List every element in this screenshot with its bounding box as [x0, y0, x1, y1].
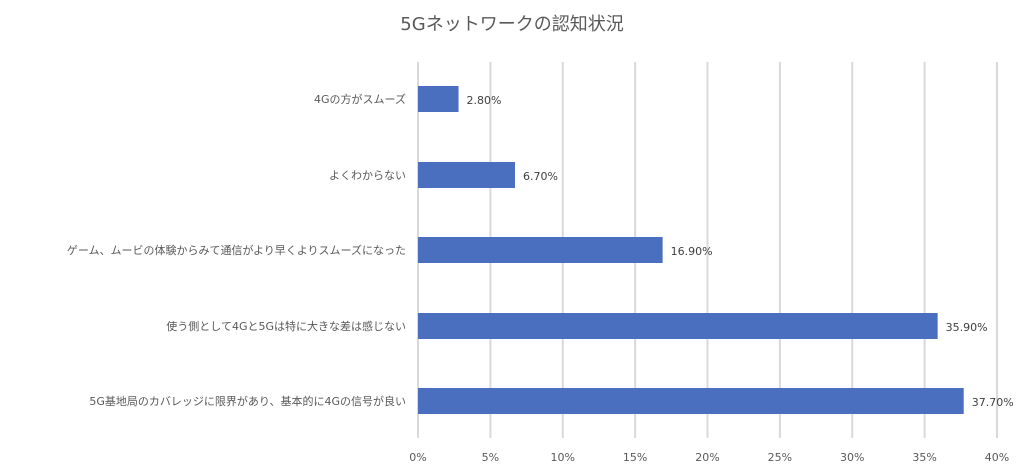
- bar: [418, 313, 938, 339]
- x-tick-label: 10%: [551, 451, 575, 464]
- category-label: 5G基地局のカバレッジに限界があり、基本的に4Gの信号が良い: [89, 394, 406, 408]
- category-label: よくわからない: [329, 169, 406, 182]
- x-tick-label: 20%: [695, 451, 719, 464]
- x-tick-label: 5%: [482, 451, 499, 464]
- bar: [418, 388, 964, 414]
- bar: [418, 162, 515, 188]
- bar: [418, 86, 459, 112]
- data-label: 37.70%: [972, 396, 1014, 409]
- x-tick-label: 30%: [840, 451, 864, 464]
- x-tick-label: 15%: [623, 451, 647, 464]
- data-label: 6.70%: [523, 170, 558, 183]
- category-label: 4Gの方がスムーズ: [314, 92, 406, 106]
- category-label: ゲーム、ムービの体験からみて通信がより早くよりスムーズになった: [67, 243, 406, 257]
- x-tick-label: 40%: [985, 451, 1009, 464]
- chart-title: 5Gネットワークの認知状況: [400, 14, 624, 35]
- data-label: 16.90%: [671, 245, 713, 258]
- category-label: 使う側として4Gと5Gは特に大きな差は感じない: [166, 319, 406, 333]
- x-tick-label: 35%: [912, 451, 936, 464]
- data-label: 2.80%: [467, 94, 502, 107]
- x-tick-label: 25%: [768, 451, 792, 464]
- bar: [418, 237, 663, 263]
- data-label: 35.90%: [946, 321, 988, 334]
- x-tick-label: 0%: [409, 451, 426, 464]
